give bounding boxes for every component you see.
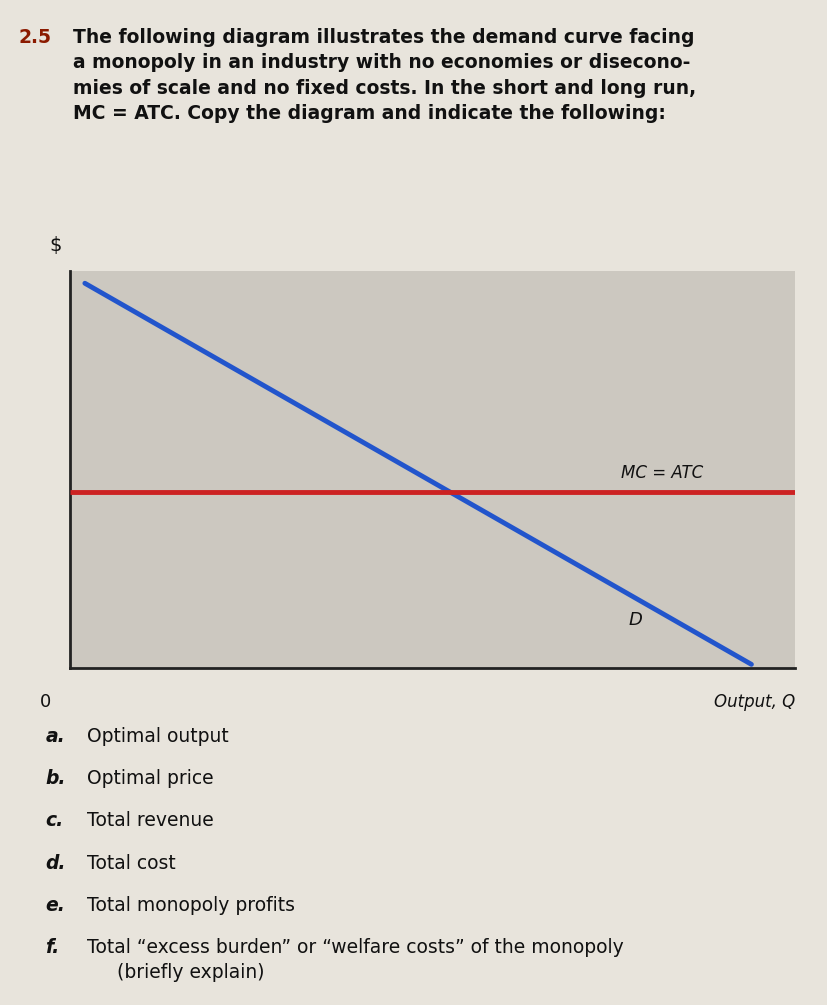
- Text: Total monopoly profits: Total monopoly profits: [87, 895, 294, 915]
- Text: 0: 0: [40, 693, 51, 712]
- Text: MC = ATC: MC = ATC: [620, 463, 702, 481]
- Text: Optimal output: Optimal output: [87, 728, 228, 746]
- Text: b.: b.: [45, 769, 66, 788]
- Text: e.: e.: [45, 895, 65, 915]
- Text: $: $: [50, 236, 62, 255]
- Text: 2.5: 2.5: [18, 28, 51, 47]
- Text: The following diagram illustrates the demand curve facing
a monopoly in an indus: The following diagram illustrates the de…: [73, 28, 696, 123]
- Text: Total “excess burden” or “welfare costs” of the monopoly
     (briefly explain): Total “excess burden” or “welfare costs”…: [87, 938, 623, 982]
- Text: Output, Q: Output, Q: [713, 693, 794, 712]
- Text: D: D: [628, 611, 642, 629]
- Text: Total revenue: Total revenue: [87, 811, 213, 830]
- Text: Total cost: Total cost: [87, 853, 175, 872]
- Text: a.: a.: [45, 728, 65, 746]
- Text: f.: f.: [45, 938, 60, 957]
- Text: Optimal price: Optimal price: [87, 769, 213, 788]
- Text: c.: c.: [45, 811, 64, 830]
- Text: d.: d.: [45, 853, 66, 872]
